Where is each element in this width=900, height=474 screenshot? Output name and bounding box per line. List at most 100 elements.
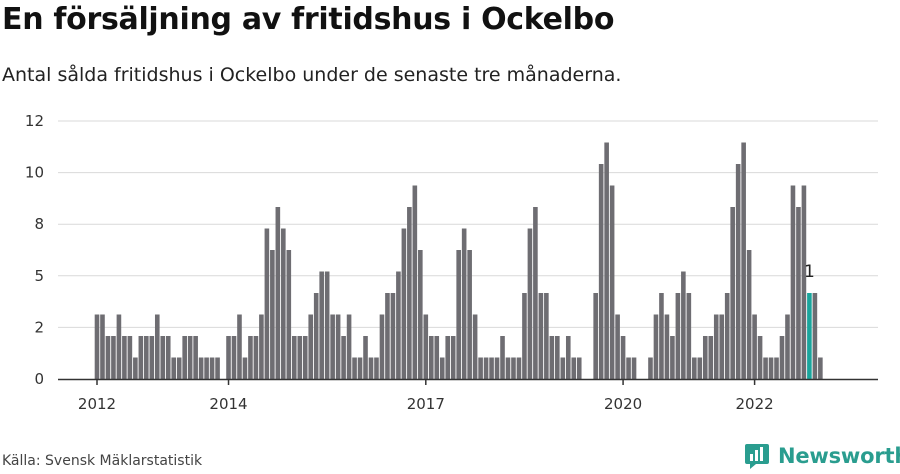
bar	[790, 185, 796, 379]
bar	[396, 271, 401, 379]
bar	[116, 314, 122, 379]
bar	[133, 357, 138, 379]
bar	[675, 293, 681, 379]
bar	[741, 142, 746, 379]
bar	[275, 207, 281, 379]
newsworthy-icon	[745, 444, 769, 469]
bar	[374, 357, 379, 379]
bar	[620, 336, 626, 379]
bar	[198, 357, 204, 379]
bar	[286, 250, 292, 379]
bar	[111, 336, 116, 379]
bar	[670, 336, 675, 379]
bar	[390, 293, 396, 379]
y-tick-label: 0	[34, 370, 44, 388]
bar	[182, 336, 187, 379]
bar	[511, 357, 516, 379]
bar	[144, 336, 149, 379]
bar	[494, 357, 500, 379]
chart-title: En försäljning av fritidshus i Ockelbo	[2, 2, 615, 37]
bar	[752, 314, 757, 379]
bar	[774, 357, 779, 379]
bar	[697, 357, 703, 379]
bar	[270, 250, 275, 379]
bar	[122, 336, 127, 379]
bar	[335, 314, 341, 379]
bar	[472, 314, 478, 379]
bar	[291, 336, 297, 379]
bar	[297, 336, 303, 379]
bar	[505, 357, 511, 379]
bar	[160, 336, 166, 379]
bar	[428, 336, 434, 379]
bar	[418, 250, 423, 379]
bar	[248, 336, 253, 379]
bar-chart: 0 2 5 8 10 12 2012 2014 2017 2020 2022 1	[25, 112, 878, 413]
bar	[609, 185, 615, 379]
bar	[555, 336, 560, 379]
bar	[724, 293, 730, 379]
bar	[237, 314, 242, 379]
bar	[796, 207, 801, 379]
chart-subtitle: Antal sålda fritidshus i Ockelbo under d…	[2, 64, 622, 86]
bar	[215, 357, 220, 379]
x-tick-label: 2017	[407, 395, 445, 413]
bar	[801, 185, 807, 379]
newsworthy-logo: Newsworthy	[744, 440, 900, 472]
bar	[407, 207, 412, 379]
bar	[659, 293, 664, 379]
y-tick-label: 10	[25, 164, 44, 182]
bar	[516, 357, 522, 379]
bar	[549, 336, 555, 379]
bar	[193, 336, 198, 379]
bar	[686, 293, 692, 379]
bar	[560, 357, 566, 379]
bar	[483, 357, 489, 379]
bar	[785, 314, 790, 379]
bar	[226, 336, 231, 379]
bar	[544, 293, 549, 379]
bar	[423, 314, 429, 379]
x-tick-label: 2022	[736, 395, 774, 413]
bar	[527, 228, 533, 379]
bar	[615, 314, 620, 379]
bar	[692, 357, 697, 379]
bar	[363, 336, 368, 379]
bar	[302, 336, 308, 379]
bar	[176, 357, 182, 379]
bar	[730, 207, 735, 379]
bar	[352, 357, 357, 379]
bar	[341, 336, 346, 379]
bar	[171, 357, 177, 379]
bar	[439, 357, 445, 379]
bar	[231, 336, 237, 379]
bar	[445, 336, 451, 379]
bar	[259, 314, 264, 379]
bar	[648, 357, 653, 379]
bar	[165, 336, 171, 379]
y-tick-label: 2	[34, 318, 44, 336]
bar	[598, 164, 604, 379]
bar	[533, 207, 538, 379]
bar	[522, 293, 527, 379]
bar	[450, 336, 456, 379]
bar	[708, 336, 714, 379]
bar	[456, 250, 461, 379]
bar	[127, 336, 133, 379]
bar	[812, 293, 818, 379]
bar	[105, 336, 111, 379]
bar	[308, 314, 314, 379]
bar	[538, 293, 544, 379]
bar	[204, 357, 209, 379]
bar	[461, 228, 467, 379]
bar	[154, 314, 160, 379]
bar	[757, 336, 763, 379]
bar	[631, 357, 637, 379]
bar	[626, 357, 631, 379]
bar	[379, 314, 385, 379]
bar	[253, 336, 259, 379]
bar	[281, 228, 286, 379]
y-tick-label: 5	[34, 267, 44, 285]
bar	[593, 293, 598, 379]
bar	[412, 185, 418, 379]
